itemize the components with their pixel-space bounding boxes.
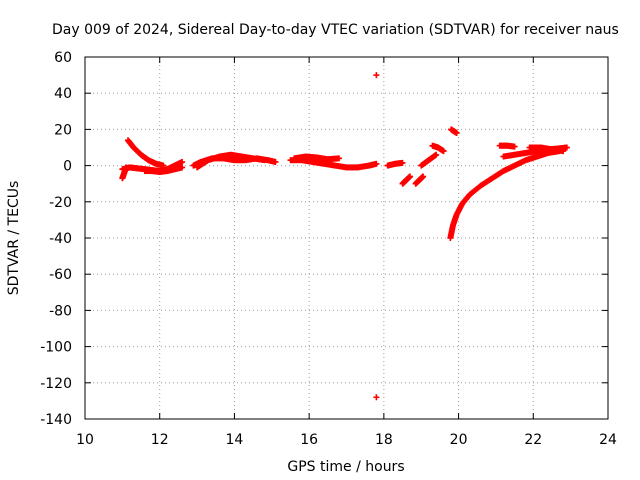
y-tick-label: -140 (40, 412, 72, 428)
y-tick-label: -60 (49, 267, 72, 283)
plot-frame (84, 56, 609, 420)
data-point-arc-3b (261, 157, 268, 164)
y-tick-label: 40 (54, 86, 72, 102)
data-point-arc-8 (433, 151, 440, 158)
x-tick-label: 14 (226, 432, 244, 448)
data-point-arc-5 (399, 159, 406, 166)
y-axis-label: SDTVAR / TECUs (6, 181, 22, 296)
data-point-arc-12 (511, 143, 518, 150)
x-tick-label: 20 (450, 432, 468, 448)
y-tick-label: -100 (40, 340, 72, 356)
y-tick-label: 0 (63, 159, 72, 175)
y-tick-label: -120 (40, 376, 72, 392)
data-points (119, 72, 570, 401)
x-tick-label: 12 (151, 432, 169, 448)
x-tick-label: 22 (524, 432, 542, 448)
x-axis-label: GPS time / hours (287, 459, 404, 475)
data-point-arc-13 (563, 144, 570, 151)
data-point-arc-1 (179, 158, 186, 165)
data-point-arc-2b (179, 164, 186, 171)
x-tick-label: 18 (375, 432, 393, 448)
x-tick-label: 16 (300, 432, 318, 448)
data-point-arc-7 (420, 173, 427, 180)
chart-title: Day 009 of 2024, Sidereal Day-to-day VTE… (52, 22, 619, 38)
data-point-arc-6 (407, 173, 414, 180)
x-tick-label: 24 (599, 432, 617, 448)
data-point-arc-9 (440, 148, 447, 155)
axis-ticks: 10 12 14 16 18 20 22 24 -140 -120 -100 -80 -60 -40 -20… (40, 50, 617, 448)
data-point-arc-2 (160, 162, 167, 169)
y-tick-label: 20 (54, 122, 72, 138)
grid-lines (85, 57, 608, 419)
data-point-arc-4b (336, 155, 343, 162)
data-point-outliers (373, 72, 380, 79)
y-tick-label: -20 (49, 195, 72, 211)
y-tick-label: 60 (54, 50, 72, 66)
data-point-arc-4 (373, 160, 380, 167)
data-point-arc-10 (453, 130, 460, 137)
data-point-arc-3 (272, 158, 279, 165)
data-point-outliers (373, 394, 380, 401)
x-tick-label: 10 (76, 432, 94, 448)
y-tick-label: -40 (49, 231, 72, 247)
y-tick-label: -80 (49, 303, 72, 319)
data-point-arc-1b (123, 164, 130, 171)
data-point-arc-14 (560, 148, 567, 155)
